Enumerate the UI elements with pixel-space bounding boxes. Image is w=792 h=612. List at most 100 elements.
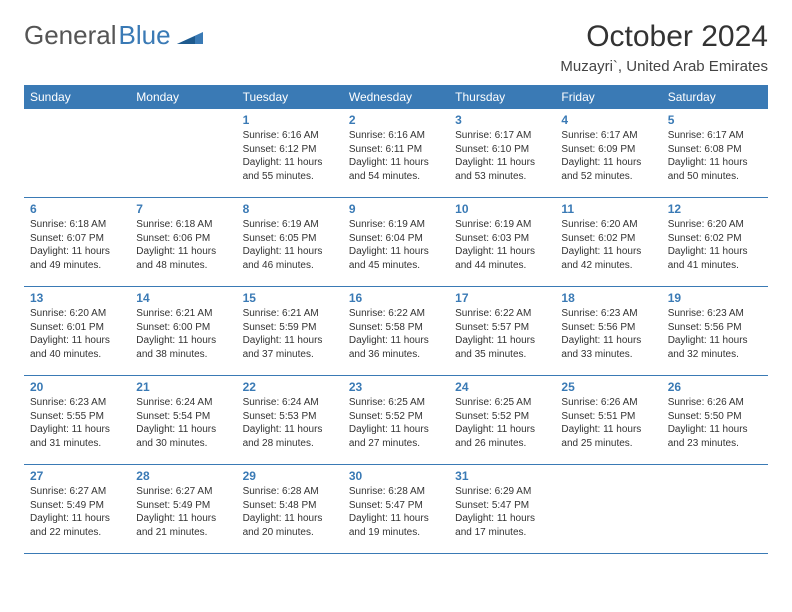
sunrise-line: Sunrise: 6:25 AM <box>349 396 443 410</box>
daylight-line: Daylight: 11 hours and 42 minutes. <box>561 245 655 272</box>
day-number: 20 <box>30 380 124 394</box>
day-number: 14 <box>136 291 230 305</box>
daylight-line: Daylight: 11 hours and 28 minutes. <box>243 423 337 450</box>
sunset-line: Sunset: 6:05 PM <box>243 232 337 246</box>
day-number: 10 <box>455 202 549 216</box>
sunset-line: Sunset: 5:49 PM <box>30 499 124 513</box>
day-cell: 18Sunrise: 6:23 AMSunset: 5:56 PMDayligh… <box>555 287 661 375</box>
brand-part1: General <box>24 20 117 51</box>
daylight-line: Daylight: 11 hours and 25 minutes. <box>561 423 655 450</box>
day-cell: 10Sunrise: 6:19 AMSunset: 6:03 PMDayligh… <box>449 198 555 286</box>
sunset-line: Sunset: 6:04 PM <box>349 232 443 246</box>
day-number: 12 <box>668 202 762 216</box>
sunset-line: Sunset: 6:12 PM <box>243 143 337 157</box>
sunrise-line: Sunrise: 6:21 AM <box>136 307 230 321</box>
day-cell: 17Sunrise: 6:22 AMSunset: 5:57 PMDayligh… <box>449 287 555 375</box>
day-number: 9 <box>349 202 443 216</box>
daylight-line: Daylight: 11 hours and 17 minutes. <box>455 512 549 539</box>
sunrise-line: Sunrise: 6:28 AM <box>243 485 337 499</box>
sunset-line: Sunset: 5:56 PM <box>561 321 655 335</box>
week-row: 6Sunrise: 6:18 AMSunset: 6:07 PMDaylight… <box>24 198 768 287</box>
sunrise-line: Sunrise: 6:26 AM <box>561 396 655 410</box>
sunrise-line: Sunrise: 6:27 AM <box>136 485 230 499</box>
sunrise-line: Sunrise: 6:17 AM <box>668 129 762 143</box>
day-cell: 24 Sunrise: 6:25 AMSunset: 5:52 PMDayligh… <box>449 376 555 464</box>
daylight-line: Daylight: 11 hours and 53 minutes. <box>455 156 549 183</box>
sunset-line: Sunset: 5:47 PM <box>455 499 549 513</box>
sunrise-line: Sunrise: 6:27 AM <box>30 485 124 499</box>
day-cell: 19Sunrise: 6:23 AMSunset: 5:56 PMDayligh… <box>662 287 768 375</box>
day-number: 6 <box>30 202 124 216</box>
day-cell: 5Sunrise: 6:17 AMSunset: 6:08 PMDaylight… <box>662 109 768 197</box>
day-cell: 27Sunrise: 6:27 AMSunset: 5:49 PMDayligh… <box>24 465 130 553</box>
day-number: 11 <box>561 202 655 216</box>
sunrise-line: Sunrise: 6:23 AM <box>561 307 655 321</box>
weeks-container: 1Sunrise: 6:16 AMSunset: 6:12 PMDaylight… <box>24 109 768 554</box>
sunset-line: Sunset: 6:08 PM <box>668 143 762 157</box>
day-cell <box>130 109 236 197</box>
daylight-line: Daylight: 11 hours and 54 minutes. <box>349 156 443 183</box>
dow-saturday: Saturday <box>662 85 768 109</box>
sunrise-line: Sunrise: 6:19 AM <box>349 218 443 232</box>
day-cell: 3Sunrise: 6:17 AMSunset: 6:10 PMDaylight… <box>449 109 555 197</box>
sunrise-line: Sunrise: 6:25 AM <box>455 396 549 410</box>
sunrise-line: Sunrise: 6:18 AM <box>136 218 230 232</box>
logo-mark-icon <box>177 20 203 51</box>
sunset-line: Sunset: 6:06 PM <box>136 232 230 246</box>
daylight-line: Daylight: 11 hours and 22 minutes. <box>30 512 124 539</box>
dow-monday: Monday <box>130 85 236 109</box>
day-cell: 26Sunrise: 6:26 AMSunset: 5:50 PMDayligh… <box>662 376 768 464</box>
day-cell: 31Sunrise: 6:29 AMSunset: 5:47 PMDayligh… <box>449 465 555 553</box>
week-row: 13Sunrise: 6:20 AMSunset: 6:01 PMDayligh… <box>24 287 768 376</box>
week-row: 27Sunrise: 6:27 AMSunset: 5:49 PMDayligh… <box>24 465 768 554</box>
sunset-line: Sunset: 5:59 PM <box>243 321 337 335</box>
daylight-line: Daylight: 11 hours and 37 minutes. <box>243 334 337 361</box>
sunset-line: Sunset: 5:52 PM <box>349 410 443 424</box>
sunset-line: Sunset: 5:56 PM <box>668 321 762 335</box>
daylight-line: Daylight: 11 hours and 38 minutes. <box>136 334 230 361</box>
sunset-line: Sunset: 5:51 PM <box>561 410 655 424</box>
day-cell: 4Sunrise: 6:17 AMSunset: 6:09 PMDaylight… <box>555 109 661 197</box>
sunset-line: Sunset: 5:50 PM <box>668 410 762 424</box>
day-number: 24 <box>455 380 549 394</box>
sunrise-line: Sunrise: 6:19 AM <box>243 218 337 232</box>
sunrise-line: Sunrise: 6:22 AM <box>349 307 443 321</box>
day-cell: 9 Sunrise: 6:19 AMSunset: 6:04 PMDaylight… <box>343 198 449 286</box>
sunset-line: Sunset: 6:07 PM <box>30 232 124 246</box>
day-cell: 7Sunrise: 6:18 AMSunset: 6:06 PMDaylight… <box>130 198 236 286</box>
sunset-line: Sunset: 5:55 PM <box>30 410 124 424</box>
day-cell: 21Sunrise: 6:24 AMSunset: 5:54 PMDayligh… <box>130 376 236 464</box>
sunrise-line: Sunrise: 6:20 AM <box>561 218 655 232</box>
week-row: 1Sunrise: 6:16 AMSunset: 6:12 PMDaylight… <box>24 109 768 198</box>
daylight-line: Daylight: 11 hours and 45 minutes. <box>349 245 443 272</box>
day-cell: 6Sunrise: 6:18 AMSunset: 6:07 PMDaylight… <box>24 198 130 286</box>
calendar: Sunday Monday Tuesday Wednesday Thursday… <box>24 85 768 554</box>
day-cell: 25 Sunrise: 6:26 AMSunset: 5:51 PMDayligh… <box>555 376 661 464</box>
sunrise-line: Sunrise: 6:18 AM <box>30 218 124 232</box>
daylight-line: Daylight: 11 hours and 26 minutes. <box>455 423 549 450</box>
week-row: 20Sunrise: 6:23 AMSunset: 5:55 PMDayligh… <box>24 376 768 465</box>
sunset-line: Sunset: 6:11 PM <box>349 143 443 157</box>
sunrise-line: Sunrise: 6:24 AM <box>243 396 337 410</box>
sunrise-line: Sunrise: 6:17 AM <box>561 129 655 143</box>
daylight-line: Daylight: 11 hours and 27 minutes. <box>349 423 443 450</box>
day-cell: 8Sunrise: 6:19 AMSunset: 6:05 PMDaylight… <box>237 198 343 286</box>
daylight-line: Daylight: 11 hours and 46 minutes. <box>243 245 337 272</box>
sunset-line: Sunset: 5:52 PM <box>455 410 549 424</box>
day-cell: 1Sunrise: 6:16 AMSunset: 6:12 PMDaylight… <box>237 109 343 197</box>
day-cell: 20Sunrise: 6:23 AMSunset: 5:55 PMDayligh… <box>24 376 130 464</box>
title-block: October 2024 Muzayri`, United Arab Emira… <box>560 20 768 75</box>
month-title: October 2024 <box>560 20 768 54</box>
brand-logo: GeneralBlue <box>24 20 203 51</box>
day-number: 25 <box>561 380 655 394</box>
sunrise-line: Sunrise: 6:29 AM <box>455 485 549 499</box>
day-number: 15 <box>243 291 337 305</box>
daylight-line: Daylight: 11 hours and 32 minutes. <box>668 334 762 361</box>
daylight-line: Daylight: 11 hours and 55 minutes. <box>243 156 337 183</box>
daylight-line: Daylight: 11 hours and 19 minutes. <box>349 512 443 539</box>
dow-sunday: Sunday <box>24 85 130 109</box>
sunset-line: Sunset: 5:48 PM <box>243 499 337 513</box>
sunrise-line: Sunrise: 6:28 AM <box>349 485 443 499</box>
day-number: 2 <box>349 113 443 127</box>
daylight-line: Daylight: 11 hours and 36 minutes. <box>349 334 443 361</box>
